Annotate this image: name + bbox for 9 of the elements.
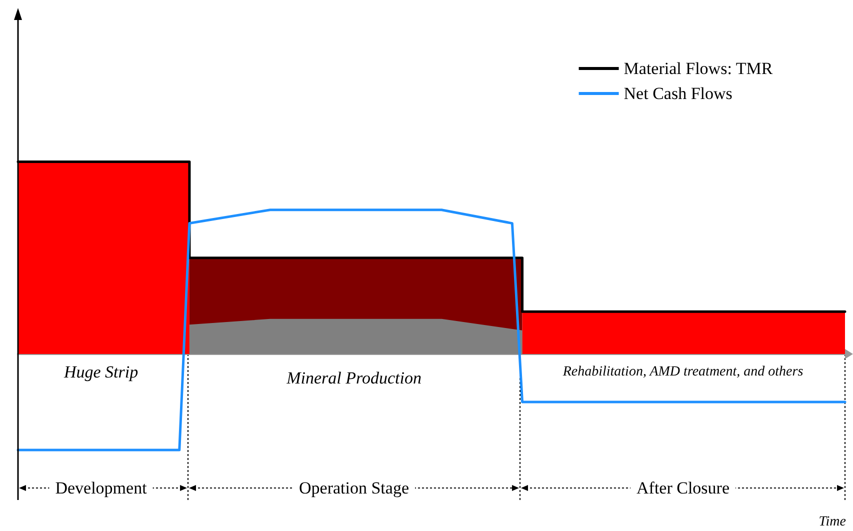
text: After Closure xyxy=(636,478,730,498)
legend-label: Net Cash Flows xyxy=(624,84,732,103)
annotation: Rehabilitation, AMD treatment, and others xyxy=(562,364,804,380)
annotation: Huge Strip xyxy=(62,362,138,382)
legend-label: Material Flows: TMR xyxy=(624,59,774,78)
text: Operation Stage xyxy=(299,478,409,498)
annotation: Mineral Production xyxy=(286,368,422,388)
text: Development xyxy=(55,478,148,498)
x-axis-title: Time xyxy=(818,514,846,530)
